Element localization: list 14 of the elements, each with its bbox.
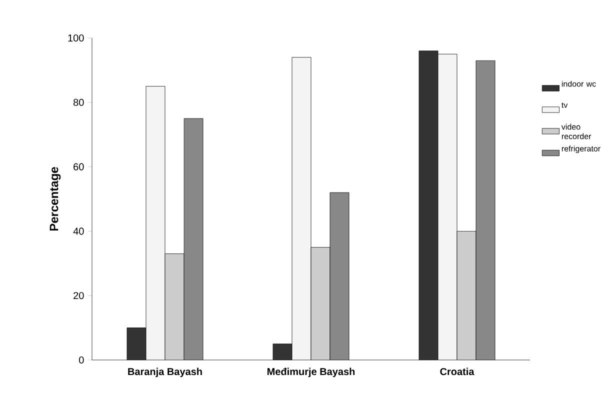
x-tick-label: Međimurje Bayash	[267, 368, 355, 378]
y-tick-label: 60	[74, 163, 84, 170]
legend-label: indoor wc	[562, 80, 596, 87]
y-tick-label: 80	[74, 98, 84, 106]
legend-label: video recorder	[561, 124, 592, 140]
y-axis-title: Percentage	[50, 167, 61, 231]
x-tick-label: Croatia	[440, 368, 474, 376]
y-tick-label: 0	[79, 356, 84, 364]
x-tick-label: Baranja Bayash	[128, 368, 202, 378]
y-tick-label: 100	[68, 34, 84, 42]
legend-label: tv	[562, 102, 568, 108]
legend-label: refrigerator	[562, 146, 600, 154]
y-tick-label: 40	[73, 228, 84, 235]
y-tick-label: 20	[74, 292, 84, 300]
